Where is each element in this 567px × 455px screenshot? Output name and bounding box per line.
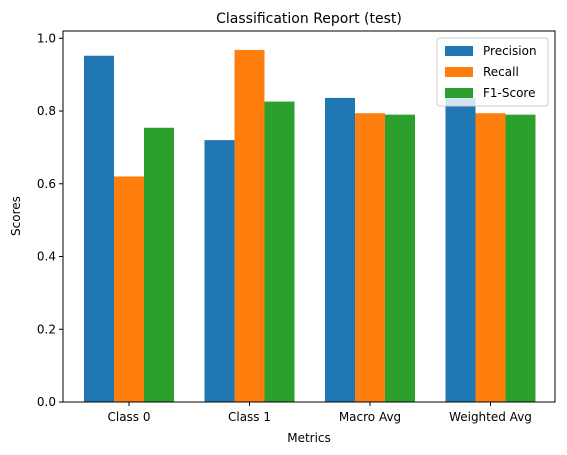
legend-swatch-precision: [445, 46, 473, 56]
x-tick-label: Weighted Avg: [449, 410, 532, 424]
bar-recall-weighted-avg: [475, 113, 506, 402]
legend-label-precision: Precision: [483, 44, 537, 58]
legend-label-f1-score: F1-Score: [483, 86, 535, 100]
bar-precision-class-1: [204, 140, 235, 402]
bar-precision-weighted-avg: [445, 97, 476, 403]
x-tick-label: Class 0: [107, 410, 150, 424]
bar-recall-class-1: [234, 49, 265, 402]
bar-f1-score-macro-avg: [385, 114, 415, 402]
bar-recall-macro-avg: [355, 113, 385, 402]
legend-swatch-f1-score: [445, 88, 473, 98]
bar-precision-class-0: [84, 55, 114, 402]
bar-f1-score-class-1: [264, 101, 295, 402]
y-axis: 0.0 0.2 0.4 0.6 0.8 1.0: [37, 31, 63, 409]
y-tick-label: 0.4: [37, 250, 56, 264]
x-tick-label: Macro Avg: [339, 410, 401, 424]
x-tick-label: Class 1: [228, 410, 271, 424]
x-axis: Class 0 Class 1 Macro Avg Weighted Avg: [107, 402, 532, 424]
bar-f1-score-class-0: [144, 127, 174, 402]
bar-f1-score-weighted-avg: [505, 114, 536, 402]
y-axis-label: Scores: [9, 196, 23, 236]
plot-frame: [62, 30, 556, 403]
legend-label-recall: Recall: [483, 65, 519, 79]
y-tick-label: 0.2: [37, 322, 56, 336]
y-tick-label: 0.0: [37, 395, 56, 409]
y-tick-label: 0.6: [37, 177, 56, 191]
y-tick-label: 0.8: [37, 104, 56, 118]
x-axis-label: Metrics: [287, 431, 331, 445]
legend: Precision Recall F1-Score: [436, 37, 549, 107]
y-tick-label: 1.0: [37, 31, 56, 45]
bar-precision-macro-avg: [325, 97, 355, 403]
chart-title: Classification Report (test): [216, 11, 402, 27]
legend-swatch-recall: [445, 67, 473, 77]
bar-recall-class-0: [114, 176, 144, 402]
bars-group: [84, 49, 536, 403]
